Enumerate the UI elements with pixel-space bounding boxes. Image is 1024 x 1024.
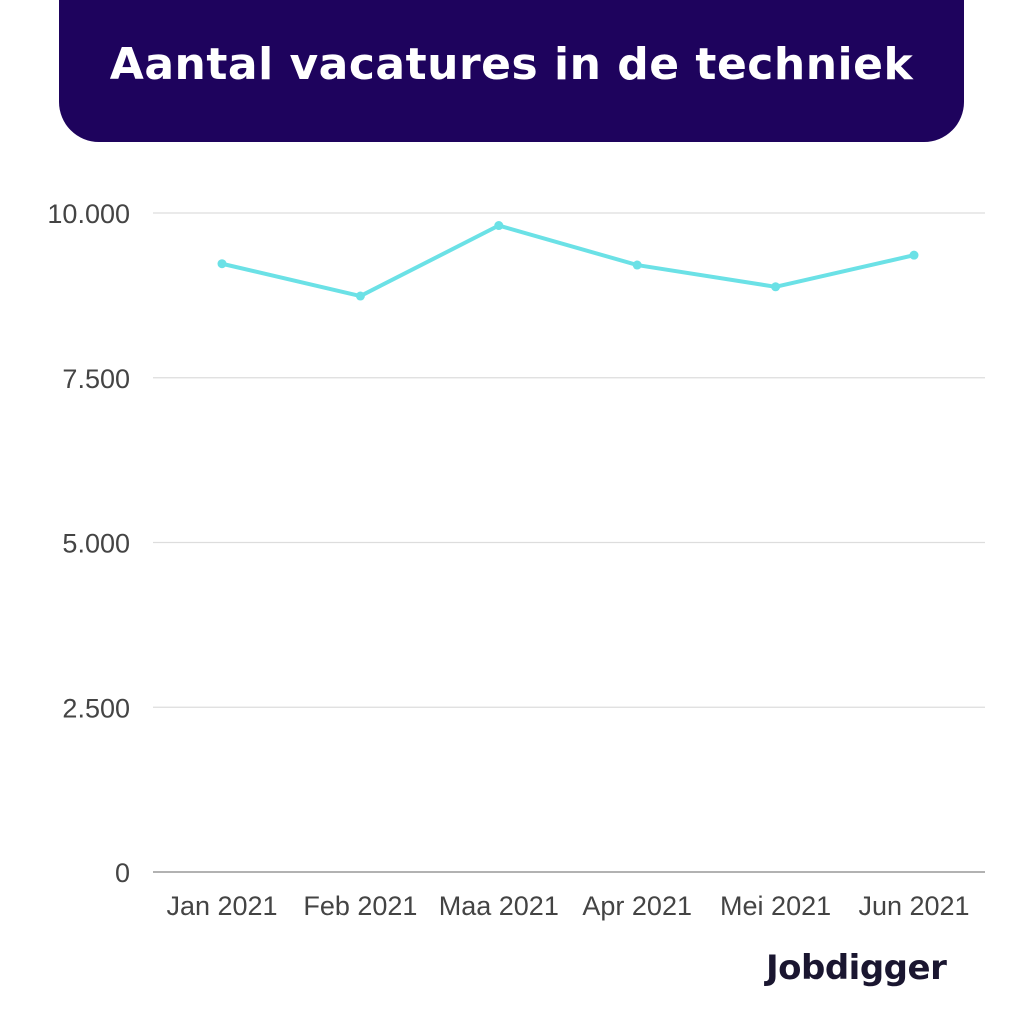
y-tick-label: 7.500	[62, 364, 130, 394]
data-point	[771, 282, 781, 292]
x-tick-label: Jun 2021	[858, 891, 969, 921]
data-point	[355, 291, 365, 301]
series-line	[220, 223, 916, 299]
x-tick-label: Apr 2021	[582, 891, 692, 921]
y-tick-label: 2.500	[62, 693, 130, 723]
data-point	[217, 259, 227, 269]
x-tick-label: Jan 2021	[166, 891, 277, 921]
x-tick-label: Mei 2021	[720, 891, 831, 921]
x-tick-label: Feb 2021	[303, 891, 417, 921]
y-tick-label: 10.000	[47, 199, 130, 229]
chart-title: Aantal vacatures in de techniek	[109, 38, 914, 90]
jobdigger-logo: Jobdigger	[766, 948, 947, 988]
data-point	[632, 260, 642, 270]
x-tick-label: Maa 2021	[439, 891, 559, 921]
data-point	[909, 250, 919, 260]
title-banner: Aantal vacatures in de techniek	[59, 0, 964, 142]
y-tick-label: 0	[115, 858, 130, 888]
y-tick-label: 5.000	[62, 529, 130, 559]
data-point	[494, 221, 504, 231]
